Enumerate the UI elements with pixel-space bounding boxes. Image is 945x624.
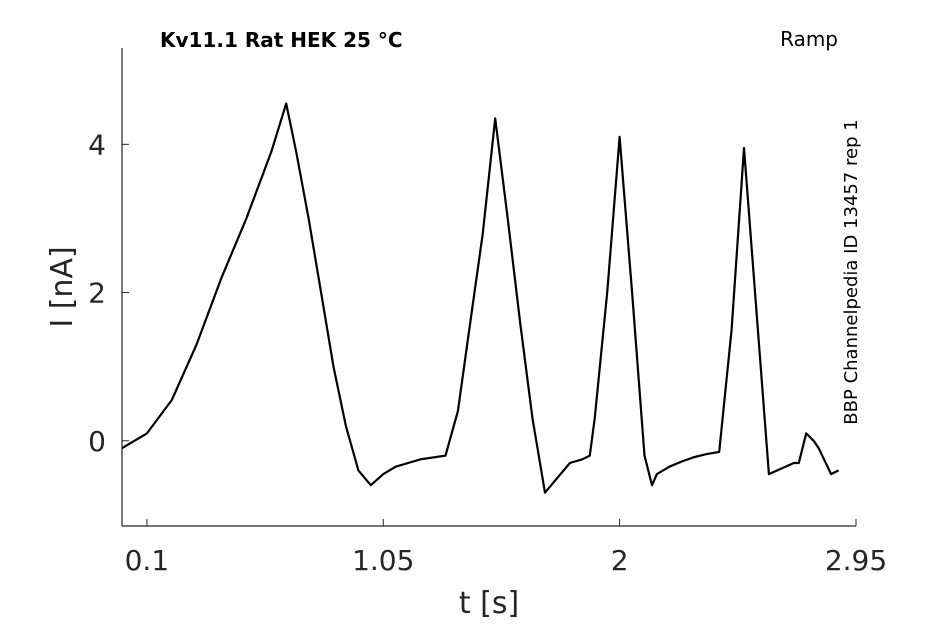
y-axis-ticks: 0 2 4 (88, 128, 129, 458)
x-tick-label: 1.05 (352, 544, 414, 577)
x-tick-label: 0.1 (125, 544, 170, 577)
y-tick-label: 2 (88, 277, 106, 310)
chart-title: Kv11.1 Rat HEK 25 °C (160, 28, 403, 52)
y-axis-label: I [nA] (45, 246, 80, 327)
x-axis-label: t [s] (459, 586, 519, 621)
protocol-label: Ramp (780, 27, 838, 51)
y-tick-label: 4 (88, 128, 106, 161)
x-tick-label: 2.95 (825, 544, 887, 577)
x-axis-ticks: 0.1 1.05 2 2.95 (125, 519, 887, 577)
plot-area (121, 102, 840, 494)
source-label: BBP Channelpedia ID 13457 rep 1 (841, 119, 862, 424)
x-tick-label: 2 (611, 544, 629, 577)
y-tick-label: 0 (88, 425, 106, 458)
current-trace (121, 102, 840, 494)
